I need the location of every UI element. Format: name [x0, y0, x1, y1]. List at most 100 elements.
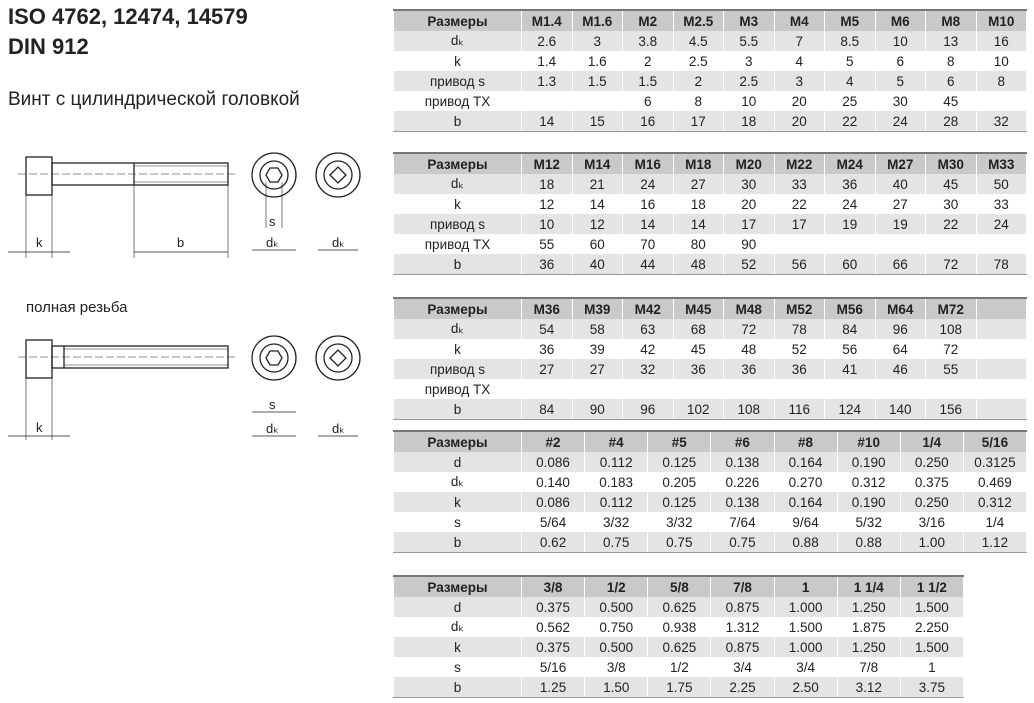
table-cell: 30: [723, 174, 775, 194]
table-cell: 70: [622, 234, 674, 254]
table-row: dₖ 0.562 0.750 0.938 1.312 1.500 1.875 2.250: [393, 617, 965, 637]
table-cell: 108: [925, 319, 977, 339]
table-cell: 0.226: [710, 472, 775, 492]
table-cell: 10: [874, 31, 926, 51]
table-cell: 18: [521, 174, 573, 194]
table-cell: 0.190: [836, 452, 901, 472]
table-row: k 0.375 0.500 0.625 0.875 1.000 1.250 1.500: [393, 637, 965, 657]
dim-dk-label: dₖ: [266, 235, 279, 250]
table-cell: 33: [773, 174, 825, 194]
table-cell: [824, 234, 876, 254]
row-label: привод TX: [393, 379, 522, 399]
table-cell: 0.75: [647, 532, 712, 553]
table-cell: [874, 379, 926, 399]
column-header: M33: [975, 152, 1027, 174]
table-cell: 56: [773, 254, 825, 275]
column-header: M20: [723, 152, 775, 174]
table-cell: 1.500: [899, 637, 965, 657]
column-header: 3/8: [520, 575, 586, 597]
table-cell: [571, 91, 623, 111]
table-row: dₖ 54 58 63 68 72 78 84 96 108: [393, 319, 1027, 339]
table-cell: 4.5: [672, 31, 724, 51]
column-header: M64: [874, 297, 926, 319]
row-label: привод TX: [393, 91, 522, 111]
table-cell: 1.3: [521, 71, 573, 91]
table-cell: 1.500: [899, 597, 965, 617]
screw-head-torx-view-2: [315, 335, 361, 437]
table-cell: 1.312: [710, 617, 775, 637]
table-cell: [571, 379, 623, 399]
table-cell: 4: [773, 51, 825, 71]
table-cell: 0.3125: [962, 452, 1028, 472]
table-cell: 60: [571, 234, 623, 254]
dim-dk-label: dₖ: [332, 235, 345, 250]
row-label: dₖ: [393, 617, 522, 637]
table-cell: 7/64: [710, 512, 775, 532]
table-cell: 0.62: [520, 532, 586, 553]
row-label: d: [393, 597, 522, 617]
table-cell: 0.88: [773, 532, 838, 553]
table-header-row: Размеры 3/8 1/2 5/8 7/8 1 1 1/4 1 1/2: [393, 575, 965, 597]
screw-head-hex-view-2: [251, 335, 297, 437]
table-cell: 80: [672, 234, 724, 254]
table-cell: 6: [874, 51, 926, 71]
table-cell: 18: [672, 194, 724, 214]
row-label: dₖ: [393, 319, 522, 339]
column-header: M6: [874, 9, 926, 31]
row-label: b: [393, 111, 522, 132]
table-cell: 3: [773, 71, 825, 91]
column-header: #10: [836, 430, 901, 452]
table-cell: 5/32: [836, 512, 901, 532]
table-row: s 5/16 3/8 1/2 3/4 3/4 7/8 1: [393, 657, 965, 677]
table-cell: 36: [521, 339, 573, 359]
table-cell: 60: [824, 254, 876, 275]
table-cell: 8: [975, 71, 1027, 91]
column-header: M18: [672, 152, 724, 174]
table-cell: 1.75: [647, 677, 712, 698]
table-row: d 0.375 0.500 0.625 0.875 1.000 1.250 1.500: [393, 597, 965, 617]
column-header: Размеры: [393, 9, 522, 31]
table-header-row: Размеры M36 M39 M42 M45 M48 M52 M56 M64 M72: [393, 297, 1027, 319]
column-header: Размеры: [393, 297, 522, 319]
table-cell: 63: [622, 319, 674, 339]
dim-dk-label: dₖ: [332, 421, 345, 436]
table-cell: 0.205: [647, 472, 712, 492]
table-row: k 36 39 42 45 48 52 56 64 72: [393, 339, 1027, 359]
table-cell: 9/64: [773, 512, 838, 532]
table-cell: 50: [975, 174, 1027, 194]
column-header: M48: [723, 297, 775, 319]
table-cell: 24: [975, 214, 1027, 234]
row-label: k: [393, 339, 522, 359]
column-header: Размеры: [393, 575, 522, 597]
table-cell: [824, 379, 876, 399]
column-header: M10: [975, 9, 1027, 31]
table-cell: 3/4: [773, 657, 838, 677]
column-header: [975, 297, 1027, 319]
table-cell: 14: [521, 111, 573, 132]
table-cell: 22: [925, 214, 977, 234]
table-cell: 27: [571, 359, 623, 379]
column-header: #5: [647, 430, 712, 452]
table-cell: 48: [723, 339, 775, 359]
table-cell: 0.375: [899, 472, 964, 492]
table-cell: 84: [521, 399, 573, 420]
table-cell: 8: [925, 51, 977, 71]
column-header: 1 1/2: [899, 575, 965, 597]
metric-size-table-2: Размеры M12 M14 M16 M18 M20 M22 M24 M27 M30 M33 dₖ 1…: [393, 152, 1027, 275]
column-header: 7/8: [710, 575, 775, 597]
column-header: M39: [571, 297, 623, 319]
table-cell: 3: [723, 51, 775, 71]
table-row: привод s 10 12 14 14 17 17 19 19 22 24: [393, 214, 1027, 234]
table-cell: [622, 379, 674, 399]
table-row: b 1.25 1.50 1.75 2.25 2.50 3.12 3.75: [393, 677, 965, 698]
table-cell: 56: [824, 339, 876, 359]
column-header: M36: [521, 297, 573, 319]
row-label: dₖ: [393, 31, 522, 51]
metric-size-table-3: Размеры M36 M39 M42 M45 M48 M52 M56 M64 M72 dₖ 54 58…: [393, 297, 1027, 420]
table-cell: 0.88: [836, 532, 901, 553]
dim-k-label: k: [36, 420, 43, 435]
table-cell: 52: [723, 254, 775, 275]
table-cell: [521, 379, 573, 399]
column-header: #6: [710, 430, 775, 452]
table-cell: 8: [672, 91, 724, 111]
